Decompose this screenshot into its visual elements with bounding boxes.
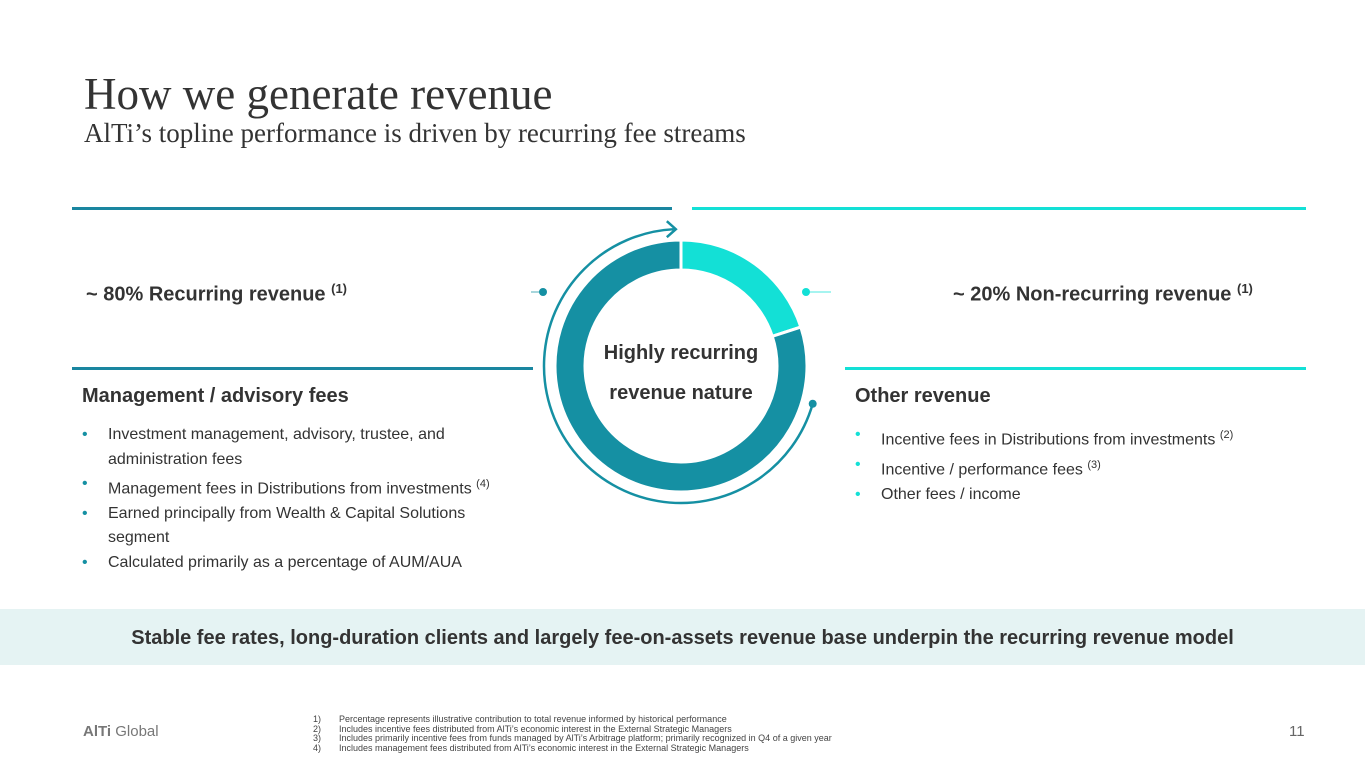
bullet: Calculated primarily as a percentage of … bbox=[82, 551, 502, 576]
recurring-label: ~ 80% Recurring revenue (1) bbox=[86, 281, 347, 307]
label-note: (1) bbox=[1237, 281, 1253, 296]
bullet: Other fees / income bbox=[855, 483, 1295, 508]
bullet-text: Other fees / income bbox=[881, 485, 1021, 503]
connector-dot bbox=[539, 288, 547, 296]
bullet: Management fees in Distributions from in… bbox=[82, 472, 502, 502]
divider bbox=[692, 207, 1306, 210]
logo-text: Global bbox=[115, 723, 159, 740]
cycle-arrow bbox=[665, 220, 678, 239]
bullet-text: Calculated primarily as a percentage of … bbox=[108, 553, 462, 571]
subtitle: AlTi’s topline performance is driven by … bbox=[84, 118, 746, 148]
bullet-list: Investment management, advisory, trustee… bbox=[82, 423, 502, 575]
page-number: 11 bbox=[1289, 723, 1305, 740]
cycle-dot bbox=[808, 399, 817, 408]
donut-segment bbox=[553, 238, 809, 494]
cycle-arc bbox=[542, 227, 814, 505]
donut-chart: Highly recurring revenue nature bbox=[531, 220, 831, 505]
divider bbox=[72, 207, 672, 210]
bullet-text: Incentive / performance fees bbox=[881, 461, 1083, 479]
bullet-note: (2) bbox=[1219, 429, 1234, 441]
footnote-text: Includes management fees distributed fro… bbox=[339, 742, 749, 753]
donut-segment bbox=[679, 238, 803, 339]
title: How we generate revenue bbox=[84, 69, 553, 119]
footnote-text: Includes primarily incentive fees from f… bbox=[339, 733, 832, 743]
bullet-text: Management fees in Distributions from in… bbox=[108, 480, 472, 498]
footnote-number: 1) bbox=[313, 714, 322, 724]
connector-dot bbox=[802, 288, 810, 296]
bullet-text: Incentive fees in Distributions from inv… bbox=[881, 431, 1216, 449]
donut-center-text: Highly recurring bbox=[604, 342, 758, 364]
label-note: (1) bbox=[331, 281, 348, 296]
nonrecurring-label: ~ 20% Non-recurring revenue (1) bbox=[953, 281, 1253, 307]
footnote-text: Includes incentive fees distributed from… bbox=[339, 723, 732, 734]
bullet-text: Earned principally from Wealth & Capital… bbox=[108, 504, 466, 547]
banner: Stable fee rates, long-duration clients … bbox=[0, 609, 1365, 665]
divider bbox=[845, 367, 1306, 370]
logo: AlTi Global bbox=[83, 723, 159, 740]
bullet: Investment management, advisory, trustee… bbox=[82, 423, 502, 472]
bullet-note: (3) bbox=[1087, 458, 1101, 471]
bullet: Incentive / performance fees (3) bbox=[855, 453, 1295, 483]
logo-bold: AlTi bbox=[83, 723, 112, 740]
bullet-note: (4) bbox=[476, 478, 490, 490]
donut-center-text: revenue nature bbox=[609, 382, 752, 404]
footnote-text: Percentage represents illustrative contr… bbox=[339, 714, 727, 724]
bullet-text: Investment management, advisory, trustee… bbox=[108, 426, 445, 468]
bullet: Incentive fees in Distributions from inv… bbox=[855, 423, 1295, 453]
divider bbox=[72, 367, 533, 370]
section-heading: Management / advisory fees bbox=[82, 385, 349, 407]
footnote-number: 4) bbox=[313, 742, 322, 753]
bullet-list: Incentive fees in Distributions from inv… bbox=[855, 423, 1295, 507]
section-heading: Other revenue bbox=[855, 385, 991, 407]
bullet: Earned principally from Wealth & Capital… bbox=[82, 502, 502, 551]
label-text: ~ 20% Non-recurring revenue bbox=[953, 283, 1232, 306]
footnote-number: 2) bbox=[313, 723, 322, 734]
footnote-number: 3) bbox=[313, 733, 322, 743]
label-text: ~ 80% Recurring revenue bbox=[86, 283, 326, 306]
